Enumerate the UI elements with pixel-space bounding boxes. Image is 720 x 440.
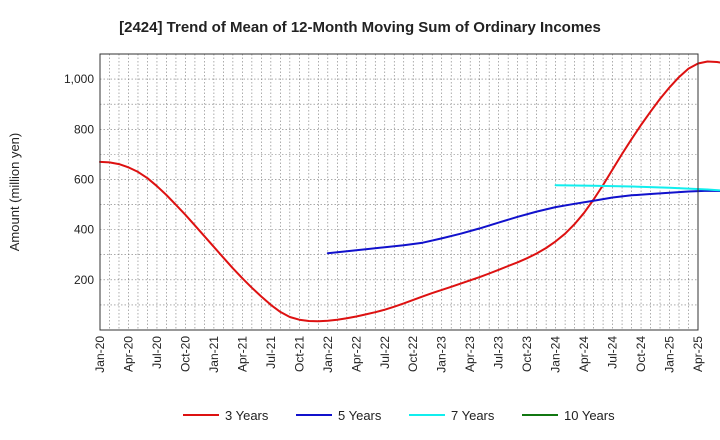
x-tick-label: Oct-21	[292, 336, 306, 372]
y-tick-label: 400	[74, 223, 94, 237]
x-tick-label: Jan-23	[435, 336, 449, 373]
x-tick-label: Apr-21	[235, 336, 249, 372]
y-tick-label: 200	[74, 273, 94, 287]
chart-title: [2424] Trend of Mean of 12-Month Moving …	[119, 19, 601, 36]
x-tick-label: Oct-23	[520, 336, 534, 372]
legend-label: 7 Years	[451, 408, 495, 423]
x-tick-label: Oct-20	[178, 336, 192, 372]
series-lines	[99, 60, 720, 323]
y-tick-label: 1,000	[64, 72, 94, 86]
x-tick-label: Apr-23	[463, 336, 477, 372]
x-tick-label: Jan-24	[549, 336, 563, 373]
plot-frame	[99, 53, 699, 331]
x-tick-label: Jan-20	[93, 336, 107, 373]
x-tick-label: Jul-20	[150, 336, 164, 369]
grid	[100, 54, 698, 330]
legend-label: 3 Years	[225, 408, 269, 423]
y-tick-label: 600	[74, 172, 94, 186]
x-tick-label: Oct-22	[406, 336, 420, 372]
x-tick-label: Jul-22	[378, 336, 392, 369]
legend-label: 5 Years	[338, 408, 382, 423]
x-tick-label: Jan-21	[207, 336, 221, 373]
y-tick-labels: 200 400 600 800 1,000	[64, 72, 94, 287]
x-tick-labels: Jan-20 Apr-20 Jul-20 Oct-20 Jan-21 Apr-21 Jul-…	[93, 336, 705, 373]
series-line-7-years	[554, 184, 720, 192]
legend: 3 Years 5 Years 7 Years 10 Years	[183, 408, 615, 423]
x-tick-label: Oct-24	[634, 336, 648, 372]
y-axis-label: Amount (million yen)	[7, 133, 22, 252]
x-tick-label: Jul-21	[264, 336, 278, 369]
x-tick-label: Jan-25	[663, 336, 677, 373]
x-tick-label: Apr-22	[349, 336, 363, 372]
series-line-3-years	[99, 60, 720, 323]
x-tick-label: Apr-24	[577, 336, 591, 372]
x-tick-label: Apr-25	[691, 336, 705, 372]
x-tick-label: Apr-20	[121, 336, 135, 372]
legend-label: 10 Years	[564, 408, 615, 423]
x-tick-label: Jan-22	[321, 336, 335, 373]
x-tick-label: Jul-23	[492, 336, 506, 369]
series-line-5-years	[326, 189, 720, 255]
x-tick-label: Jul-24	[606, 336, 620, 369]
y-tick-label: 800	[74, 122, 94, 136]
